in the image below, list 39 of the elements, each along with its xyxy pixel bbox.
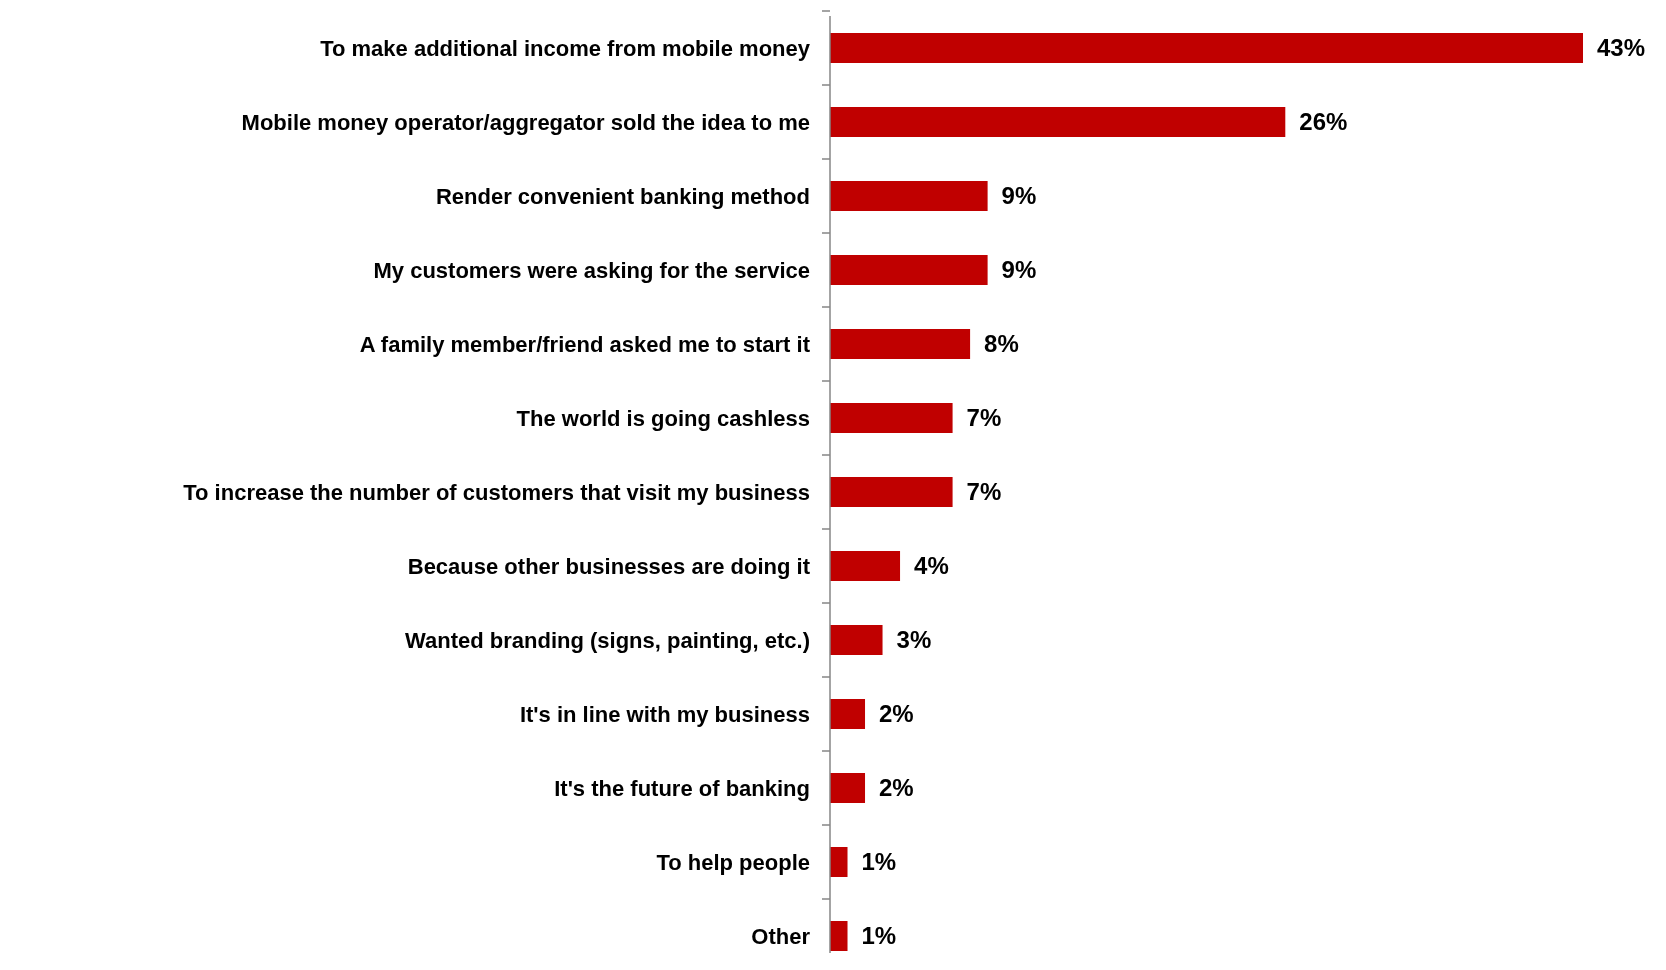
y-tick-label: Wanted branding (signs, painting, etc.) — [405, 627, 810, 653]
bar — [830, 847, 848, 877]
data-label: 43% — [1597, 34, 1646, 62]
bar — [830, 107, 1286, 137]
bar — [830, 551, 901, 581]
bar — [830, 699, 866, 729]
y-tick-label: It's the future of banking — [554, 775, 810, 801]
data-label: 2% — [879, 700, 914, 728]
data-label: 9% — [1001, 256, 1037, 284]
bar — [830, 477, 953, 507]
bar — [830, 773, 866, 803]
y-tick-label: Because other businesses are doing it — [407, 553, 811, 579]
bar — [830, 33, 1583, 63]
y-tick-label: To increase the number of customers that visit my business — [183, 479, 810, 505]
y-tick-label: To help people — [656, 849, 810, 875]
data-label: 7% — [966, 404, 1002, 432]
bar — [830, 625, 883, 655]
bar — [830, 403, 953, 433]
y-tick-label: A family member/friend asked me to start it — [359, 331, 811, 357]
data-label: 2% — [879, 774, 914, 802]
data-label: 4% — [914, 552, 949, 580]
bar — [830, 181, 988, 211]
data-label: 3% — [896, 626, 932, 654]
y-tick-label: To make additional income from mobile money — [320, 35, 811, 61]
data-label: 7% — [966, 478, 1002, 506]
data-label: 8% — [984, 330, 1019, 358]
y-tick-label: Other — [751, 923, 811, 949]
data-label: 26% — [1299, 108, 1348, 136]
y-tick-label: My customers were asking for the service — [373, 257, 810, 283]
y-tick-label: It's in line with my business — [519, 701, 810, 727]
data-label: 1% — [861, 922, 897, 950]
bar — [830, 329, 971, 359]
bar — [830, 921, 848, 951]
data-label: 1% — [861, 848, 897, 876]
bar — [830, 255, 988, 285]
y-tick-label: The world is going cashless — [516, 405, 810, 431]
y-tick-label: Mobile money operator/aggregator sold the idea to me — [241, 109, 810, 135]
y-tick-label: Render convenient banking method — [435, 183, 810, 209]
data-label: 9% — [1001, 182, 1037, 210]
